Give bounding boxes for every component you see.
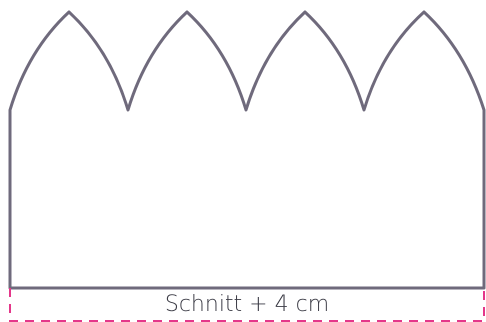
seam-allowance-label: Schnitt + 4 cm bbox=[165, 292, 329, 317]
seam-allowance-guide bbox=[9, 288, 485, 322]
crown-outline bbox=[8, 10, 486, 290]
